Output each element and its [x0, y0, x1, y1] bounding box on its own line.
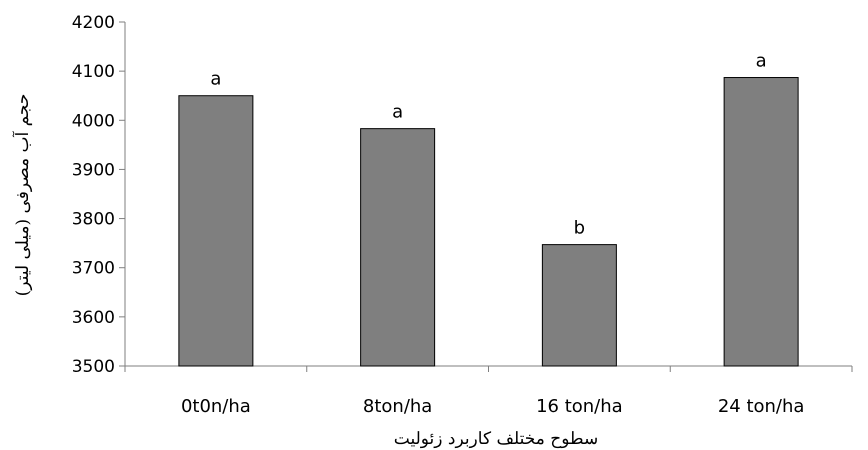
x-axis-title: سطوح مختلف کاربرد زئولیت	[394, 429, 598, 449]
x-tick-label: 24 ton/ha	[718, 396, 805, 417]
x-tick-label: 8ton/ha	[363, 396, 432, 417]
y-tick-label: 4200	[72, 13, 115, 33]
bar-3	[541, 244, 617, 367]
x-tick-label: 0t0n/ha	[181, 396, 251, 417]
data-label: b	[574, 218, 585, 239]
bars-group	[178, 77, 799, 367]
y-tick-label: 4100	[72, 62, 115, 82]
y-axis-title: حجم آب مصرفی (میلی لیتر)	[11, 94, 33, 297]
bar-1	[178, 95, 254, 367]
axes: 3500 3600 3700 3800 3900 4000 4100 4200	[72, 13, 853, 377]
bar-4	[723, 77, 799, 367]
y-tick-label: 3900	[72, 160, 115, 180]
labels-group: a 0t0n/ha a 8ton/ha b 16 ton/ha a 24 ton/ha	[181, 51, 804, 417]
bar-2	[360, 128, 436, 367]
y-tick-label: 3600	[72, 308, 115, 328]
data-label: a	[756, 51, 767, 72]
x-tick-label: 16 ton/ha	[536, 396, 623, 417]
data-label: a	[392, 102, 403, 123]
y-tick-label: 4000	[72, 111, 115, 131]
y-tick-label: 3500	[72, 357, 115, 377]
y-tick-label: 3700	[72, 259, 115, 279]
y-tick-label: 3800	[72, 210, 115, 230]
data-label: a	[210, 69, 221, 90]
